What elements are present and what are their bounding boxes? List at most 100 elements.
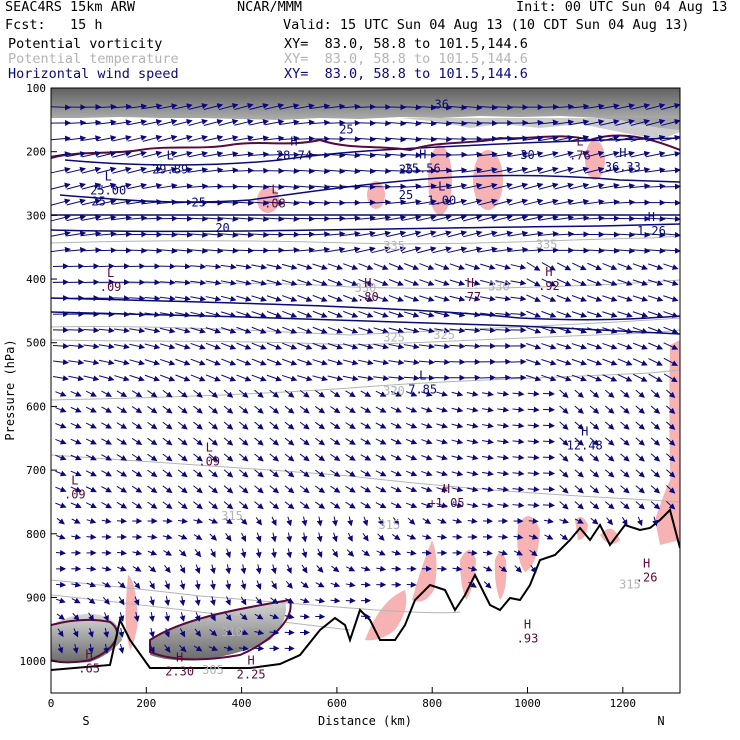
wind-vector-1283	[269, 629, 280, 636]
wind-vector-1152	[240, 548, 247, 559]
wind-vector-1021	[620, 485, 630, 494]
wind-vector-1201	[498, 565, 508, 572]
wind-vector-1052	[466, 502, 479, 509]
wind-vector-1041	[299, 501, 310, 510]
wind-vector-679	[403, 359, 420, 366]
wind-vector-443	[556, 262, 572, 271]
wind-vector-27	[462, 104, 483, 111]
wind-vector-796	[314, 406, 326, 414]
wind-vector-192	[478, 167, 498, 173]
wind-vector-441	[526, 261, 541, 271]
wind-vector-37	[615, 103, 635, 110]
wind-vector-549	[297, 310, 313, 318]
wind-vector-988	[116, 485, 128, 493]
wind-vector-1025	[55, 502, 67, 509]
wind-vector-1286	[57, 643, 64, 654]
extremum-marker-15: H	[581, 424, 588, 438]
wind-vector-753	[284, 389, 295, 398]
wind-vector-440	[510, 263, 527, 270]
wind-vector-196	[539, 166, 559, 174]
wind-vector-714	[312, 375, 328, 382]
wind-vector-1149	[194, 549, 202, 558]
wind-vector-576	[83, 327, 100, 334]
extremum-value-0: 25.00	[90, 184, 126, 198]
wind-vector-101	[340, 136, 361, 143]
wind-vector-353	[432, 230, 452, 238]
wind-vector-89	[157, 134, 178, 142]
wind-vector-273	[462, 198, 483, 206]
wind-vector-210	[127, 182, 148, 190]
wind-vector-250	[112, 198, 132, 205]
wind-vector-202	[630, 167, 651, 173]
wind-vector-474	[404, 279, 420, 286]
wind-vector-311	[417, 214, 437, 222]
wind-vector-843	[405, 422, 418, 429]
wind-vector-715	[327, 375, 344, 382]
wind-vector-470	[343, 278, 359, 286]
extremum-value-1: .09	[100, 280, 122, 294]
wind-vector-798	[345, 406, 356, 414]
wind-vector-995	[223, 485, 234, 494]
wind-vector-269	[401, 199, 422, 205]
wind-vector-71	[508, 119, 529, 126]
wind-vector-157	[569, 150, 590, 158]
wind-speed-labels: 20 25 25 25 25 25 30 36	[91, 98, 534, 236]
wind-vector-268	[386, 199, 407, 206]
wind-vector-352	[417, 230, 437, 238]
wind-vector-742	[116, 390, 128, 398]
wind-vector-516	[419, 295, 435, 302]
wind-vector-641	[449, 343, 466, 350]
wind-vector-182	[325, 168, 346, 175]
wind-vector-239	[569, 182, 590, 190]
wind-vector-1090	[422, 518, 432, 525]
wind-vector-1251	[56, 613, 65, 620]
y-tick-label-5: 600	[26, 400, 46, 413]
extremum-marker-22: L	[576, 135, 583, 149]
wind-vector-1156	[301, 548, 308, 559]
wind-vector-784	[131, 406, 143, 414]
wind-vector-554	[373, 311, 389, 318]
center-label: NCAR/MMM	[237, 0, 303, 15]
wind-vector-1101	[590, 517, 599, 525]
wind-vector-318	[523, 214, 544, 221]
wind-vector-577	[98, 327, 115, 334]
wind-vector-152	[493, 151, 514, 158]
wind-vector-48	[157, 119, 178, 126]
wind-vector-553	[358, 310, 374, 318]
wind-vector-476	[434, 279, 450, 286]
wind-vector-934	[542, 454, 555, 461]
wind-vector-593	[343, 326, 359, 334]
wind-vector-806	[466, 406, 479, 413]
x-tick-label-3: 600	[327, 697, 347, 710]
wind-speed-label-6: 30	[520, 148, 534, 162]
wind-vector-165	[66, 166, 86, 174]
wind-vector-231	[447, 182, 468, 189]
wind-vector-1060	[589, 501, 600, 510]
wind-vector-422	[236, 263, 252, 270]
extremum-value-17: .26	[636, 570, 658, 584]
wind-vector-587	[251, 326, 267, 334]
wind-vector-885	[421, 438, 433, 445]
wind-vector-630	[282, 342, 298, 350]
wind-vector-499	[159, 295, 176, 302]
wind-vector-4	[112, 103, 132, 110]
wind-vector-1255	[118, 612, 125, 622]
wind-vector-1078	[239, 517, 248, 525]
wind-vector-434	[419, 263, 435, 271]
wind-vector-68	[462, 120, 483, 127]
wind-vector-749	[223, 389, 234, 398]
wind-vector-1182	[209, 564, 216, 575]
wind-vector-1023	[650, 485, 661, 494]
wind-vector-1120	[270, 532, 277, 543]
wind-vector-803	[421, 406, 433, 413]
wind-vector-1199	[467, 565, 478, 572]
wind-vector-191	[462, 167, 483, 174]
wind-vector-711	[266, 374, 283, 382]
wind-vector-916	[269, 453, 280, 462]
wind-vector-72	[523, 119, 544, 126]
wind-vector-261	[279, 200, 300, 207]
wind-vector-1020	[604, 485, 615, 494]
wind-vector-194	[508, 166, 529, 174]
wind-vector-114	[539, 135, 559, 142]
wind-vector-142	[340, 152, 361, 159]
